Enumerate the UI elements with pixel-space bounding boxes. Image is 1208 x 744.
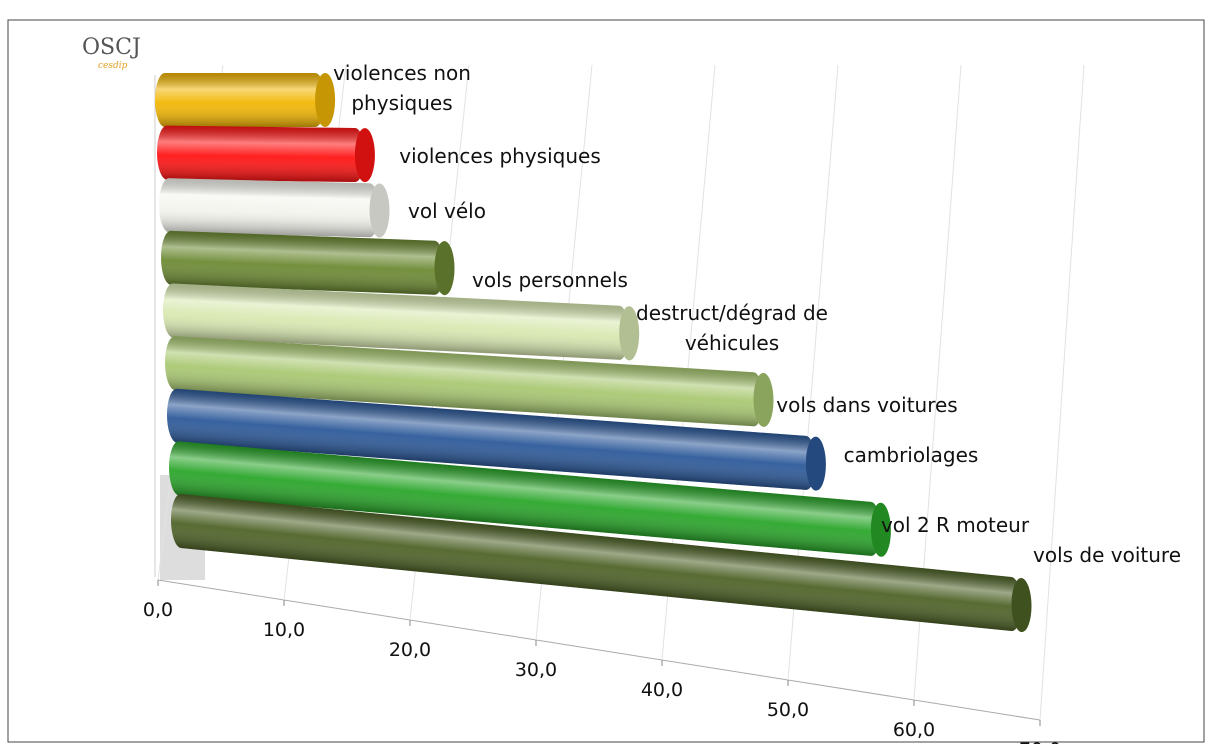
bar-group (155, 73, 336, 127)
bar-cap-shade (354, 128, 375, 183)
x-tick-label: 10,0 (263, 619, 305, 641)
bar-cap (870, 502, 891, 557)
bar-shade (163, 283, 630, 360)
bar-group (157, 125, 375, 183)
x-tick-label: 40,0 (641, 679, 683, 701)
bar-shade (171, 493, 1022, 632)
bar-cap-shade (870, 502, 891, 557)
bar-shade (165, 336, 764, 427)
bar-cap (369, 183, 390, 238)
bar-cap (354, 128, 375, 183)
bar-group (161, 230, 455, 296)
category-label: vol 2 R moteur (880, 513, 1030, 537)
bar-shade (167, 388, 816, 490)
category-label: violences non physiques (333, 61, 471, 115)
bar-cap (753, 372, 774, 427)
bar-cap-shade (805, 436, 826, 491)
bar-cap-shade (434, 241, 455, 296)
category-label: vols de voiture (1033, 543, 1181, 567)
x-tick-label: 20,0 (389, 639, 431, 661)
category-label: vols personnels (472, 268, 628, 292)
category-label: cambriolages (843, 443, 979, 467)
bar-cap (315, 73, 336, 127)
grid-line (1039, 64, 1085, 721)
x-tick-label: 30,0 (515, 659, 557, 681)
bar-cap (805, 436, 826, 491)
bar-group (167, 388, 826, 491)
bar-group (159, 178, 390, 238)
logo: OSCJ (82, 35, 141, 60)
bar-cap-shade (753, 372, 774, 427)
bar-group (165, 336, 774, 427)
x-tick-label: 0,0 (143, 599, 173, 621)
category-label: destruct/dégrad de véhicules (636, 301, 828, 355)
category-label: vol vélo (408, 199, 486, 223)
bar-cap-shade (369, 183, 390, 238)
bar-group (169, 441, 891, 557)
category-label: violences physiques (399, 144, 601, 168)
bar-shade (159, 178, 380, 238)
logo-subtitle: cesdip (98, 61, 128, 71)
bar-shade (155, 73, 326, 127)
bar-shade (169, 441, 881, 556)
bar-shade (161, 230, 445, 295)
frame (7, 19, 1205, 743)
bar-cap (1011, 578, 1032, 633)
bar-group (171, 493, 1032, 633)
x-tick-label: 50,0 (767, 699, 809, 721)
category-label: vols dans voitures (776, 393, 958, 417)
bar-cap-shade (315, 73, 336, 127)
x-tick-label: 60,0 (893, 719, 935, 741)
bar-cap-shade (1011, 578, 1032, 633)
bar-cap (434, 241, 455, 296)
x-axis (157, 579, 1041, 721)
bar-shade (157, 125, 365, 182)
bar-cap-shade (619, 306, 640, 361)
x-tick-label: 70,0 (1019, 739, 1061, 744)
bar-group (163, 283, 640, 361)
bar-cap (619, 306, 640, 361)
